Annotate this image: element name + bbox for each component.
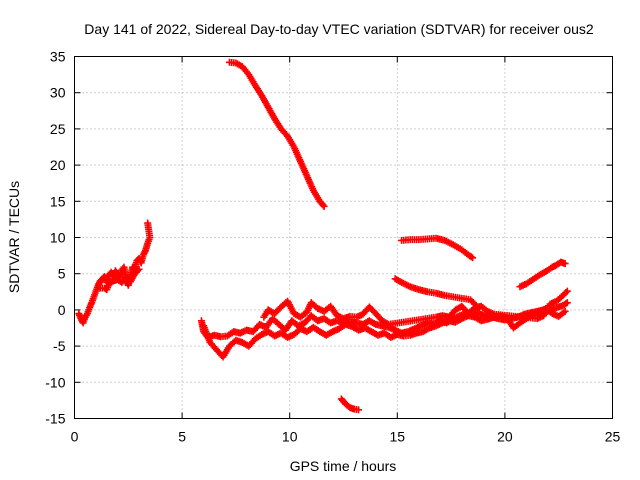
x-tick-label: 20: [497, 429, 513, 445]
data-point: [561, 307, 569, 315]
y-tick-label: 10: [50, 230, 66, 246]
x-tick-label: 5: [178, 429, 186, 445]
y-tick-label: -5: [53, 338, 66, 354]
y-tick-label: 25: [50, 121, 66, 137]
data-point: [320, 202, 328, 210]
y-axis-label: SDTVAR / TECUs: [6, 181, 22, 293]
y-tick-label: 20: [50, 157, 66, 173]
data-point: [144, 219, 152, 227]
data-point: [561, 260, 569, 268]
x-tick-label: 10: [282, 429, 298, 445]
data-point: [563, 299, 571, 307]
y-tick-label: -10: [45, 374, 65, 390]
data-point: [563, 287, 571, 295]
x-tick-label: 0: [71, 429, 79, 445]
y-tick-label: 15: [50, 193, 66, 209]
tick-labels: 0 5 10 15 20 25 -15 -10 -5 0 5 10 15 20 25 30 35: [45, 49, 620, 445]
y-tick-label: 35: [50, 49, 66, 65]
data-point: [355, 406, 363, 414]
y-tick-label: -15: [45, 411, 65, 427]
data-point: [135, 265, 143, 273]
trace-point: [562, 289, 570, 297]
x-tick-label: 25: [605, 429, 621, 445]
chart-title: Day 141 of 2022, Sidereal Day-to-day VTE…: [84, 21, 594, 37]
data-point: [469, 254, 477, 262]
data-points: [75, 58, 571, 414]
x-axis-label: GPS time / hours: [290, 458, 397, 474]
trace-point: [467, 253, 475, 261]
y-tick-label: 0: [58, 302, 66, 318]
x-tick-label: 15: [390, 429, 406, 445]
trace-point: [319, 201, 327, 209]
axis-ticks: [74, 56, 613, 419]
trace-point: [134, 267, 142, 275]
grid-lines: [74, 56, 613, 419]
y-tick-label: 30: [50, 85, 66, 101]
plot-frame: [74, 56, 613, 419]
trace-point: [562, 300, 570, 308]
y-tick-label: 5: [58, 266, 66, 282]
